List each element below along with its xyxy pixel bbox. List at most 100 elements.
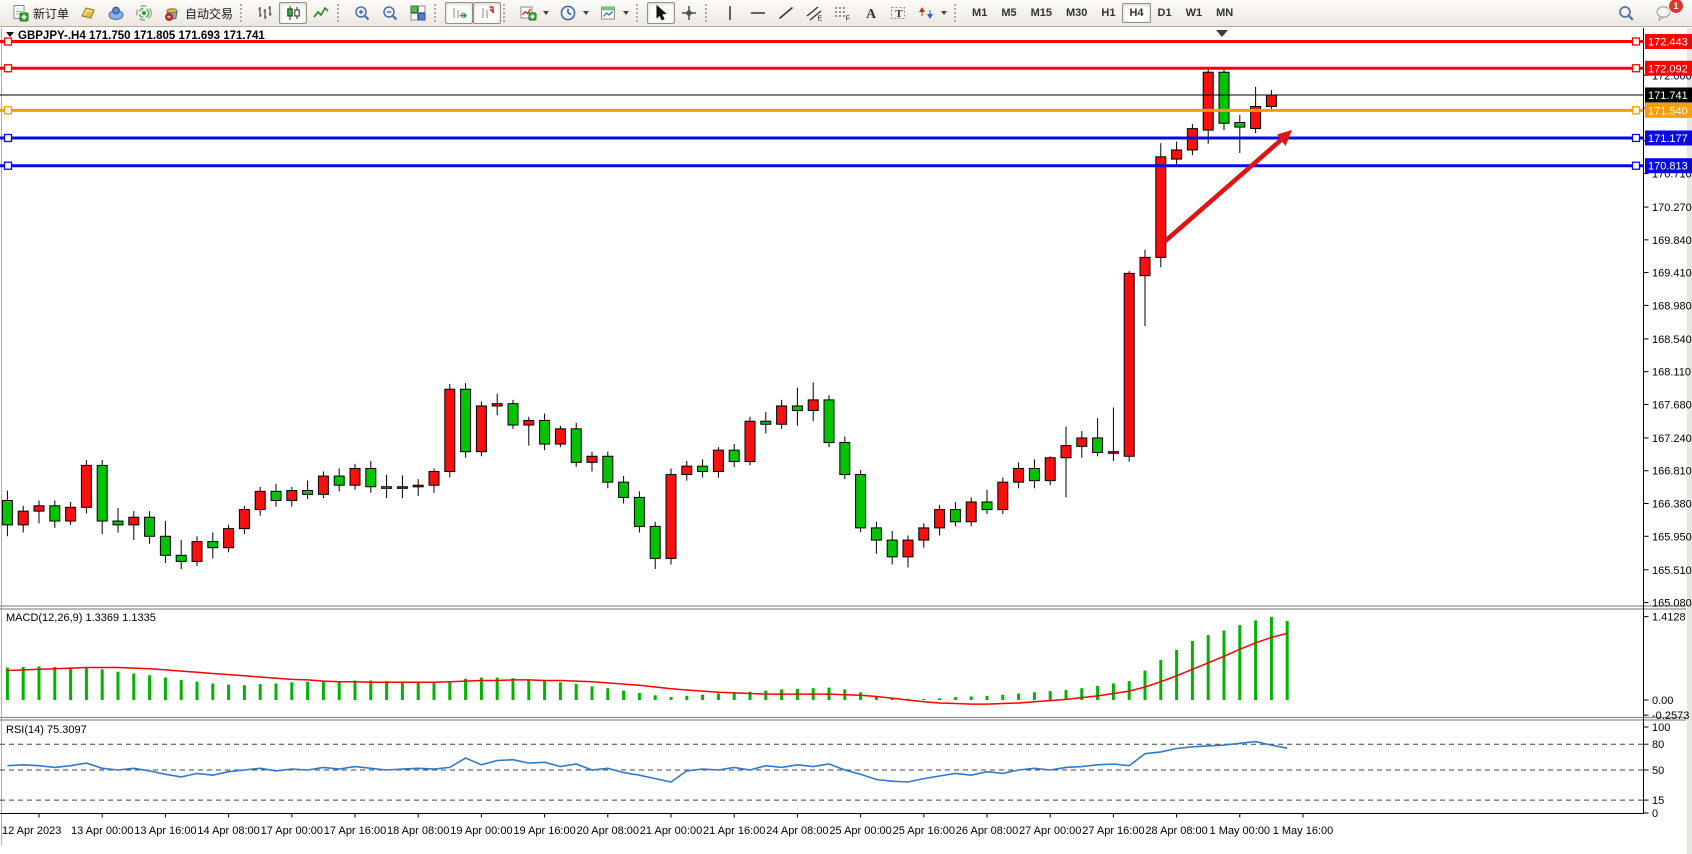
- line-chart-button[interactable]: [307, 2, 335, 24]
- candle-body: [1139, 256, 1151, 277]
- price-tick-label: 166.380: [1652, 499, 1692, 511]
- level-handle[interactable]: [1631, 37, 1641, 46]
- macd-histogram-bar: [148, 675, 152, 700]
- timeframe-m1[interactable]: M1: [972, 7, 988, 19]
- timeframe-m30[interactable]: M30: [1066, 7, 1088, 19]
- search-button[interactable]: [1612, 2, 1640, 24]
- price-tag-label: 171.741: [1648, 90, 1688, 102]
- tile-windows-button[interactable]: [404, 2, 432, 24]
- candle-body: [191, 541, 203, 562]
- horizontal-line-button[interactable]: [744, 2, 772, 24]
- chart-shift-marker[interactable]: [1216, 30, 1228, 37]
- candle-body: [618, 481, 630, 498]
- channel-icon: E: [806, 6, 823, 22]
- candle-body: [902, 539, 914, 558]
- notification-badge: 1: [1668, 0, 1684, 14]
- candle-body: [523, 419, 535, 426]
- annotation-arrow-head[interactable]: [1277, 130, 1292, 146]
- timeframe-m5[interactable]: M5: [1001, 7, 1017, 19]
- notifications-button[interactable]: 1: [1650, 0, 1684, 24]
- clock-icon: [560, 5, 576, 21]
- timeframe-mn[interactable]: MN: [1216, 7, 1234, 19]
- zoom-out-button[interactable]: [376, 2, 404, 24]
- periods-button[interactable]: [554, 2, 594, 24]
- level-handle[interactable]: [1631, 161, 1641, 170]
- toolbar-separator: [240, 4, 247, 22]
- zoom-in-button[interactable]: [348, 2, 376, 24]
- price-tag-label: 172.443: [1648, 37, 1688, 49]
- timeframe-h4[interactable]: H4: [1122, 3, 1151, 23]
- macd-histogram-bar: [385, 681, 389, 700]
- crosshair-button[interactable]: [675, 2, 703, 24]
- macd-histogram-bar: [669, 697, 673, 700]
- macd-histogram-bar: [195, 681, 199, 700]
- macd-histogram-bar: [353, 680, 357, 700]
- candle-body: [17, 510, 29, 526]
- candle-body: [1218, 71, 1230, 124]
- rsi-axis-label: 15: [1652, 795, 1664, 807]
- price-tag: [1645, 87, 1692, 103]
- metaeditor-button[interactable]: [74, 2, 102, 24]
- bars-icon: [258, 6, 272, 19]
- level-handle[interactable]: [1631, 133, 1641, 143]
- cursor-button[interactable]: [647, 2, 676, 24]
- macd-histogram-bar: [969, 696, 973, 700]
- zoom-in-icon: [355, 6, 370, 21]
- time-label: 14 Apr 08:00: [197, 825, 259, 837]
- doc-plus-icon: [13, 5, 29, 22]
- candle-body: [839, 442, 851, 476]
- candle-body: [791, 405, 803, 412]
- candle-body: [697, 465, 709, 473]
- level-handle[interactable]: [3, 64, 13, 73]
- fibonacci-button[interactable]: F: [828, 2, 856, 24]
- price-tick-label: 169.410: [1652, 268, 1692, 280]
- auto-scroll-button[interactable]: [445, 2, 474, 24]
- signals-button[interactable]: [130, 2, 158, 24]
- level-handle[interactable]: [1631, 106, 1641, 115]
- timeframe-w1[interactable]: W1: [1185, 7, 1203, 19]
- chart-collapse-icon[interactable]: [6, 32, 14, 37]
- new-order-button[interactable]: 新订单: [6, 2, 74, 24]
- time-label: 27 Apr 00:00: [1019, 825, 1081, 837]
- candle-body: [333, 475, 345, 486]
- timeframe-m15[interactable]: M15: [1030, 7, 1052, 19]
- level-handle[interactable]: [3, 106, 13, 115]
- candle-body: [1265, 94, 1277, 108]
- candle-body: [1123, 272, 1135, 457]
- macd-histogram-bar: [622, 690, 626, 700]
- macd-histogram-bar: [179, 679, 183, 700]
- auto-trading-button[interactable]: 自动交易: [158, 2, 238, 24]
- bar-chart-button[interactable]: [251, 2, 279, 24]
- candle-body: [238, 509, 250, 530]
- arrows-button[interactable]: [912, 2, 952, 24]
- label-button[interactable]: T: [884, 2, 912, 24]
- annotation-arrow-line[interactable]: [1161, 138, 1283, 245]
- chart-shift-button[interactable]: [473, 2, 502, 24]
- vertical-line-button[interactable]: [716, 2, 744, 24]
- blue-cloud-icon: [108, 6, 124, 20]
- candle-body: [49, 505, 61, 522]
- macd-histogram-bar: [574, 684, 578, 700]
- level-handle[interactable]: [3, 37, 13, 46]
- level-handle[interactable]: [3, 133, 13, 143]
- time-label: 19 Apr 16:00: [513, 825, 575, 837]
- level-handle[interactable]: [1631, 64, 1641, 73]
- price-tick-label: 167.240: [1652, 433, 1692, 445]
- level-handle[interactable]: [3, 161, 13, 170]
- timeframe-d1[interactable]: D1: [1157, 7, 1172, 19]
- price-tick-label: 169.840: [1652, 235, 1692, 247]
- channel-button[interactable]: E: [800, 2, 828, 24]
- text-button[interactable]: A: [856, 2, 884, 24]
- price-tag: [1645, 158, 1692, 174]
- indicators-button[interactable]: [514, 2, 554, 24]
- candlestick-chart-button[interactable]: [279, 2, 308, 24]
- timeframe-h1[interactable]: H1: [1101, 7, 1116, 19]
- market-watch-button[interactable]: [102, 2, 130, 24]
- time-label: 25 Apr 00:00: [829, 825, 891, 837]
- candle-body: [349, 467, 361, 486]
- new-order-button-label: 新订单: [33, 6, 70, 21]
- templates-button[interactable]: [594, 2, 634, 24]
- trendline-button[interactable]: [772, 2, 800, 24]
